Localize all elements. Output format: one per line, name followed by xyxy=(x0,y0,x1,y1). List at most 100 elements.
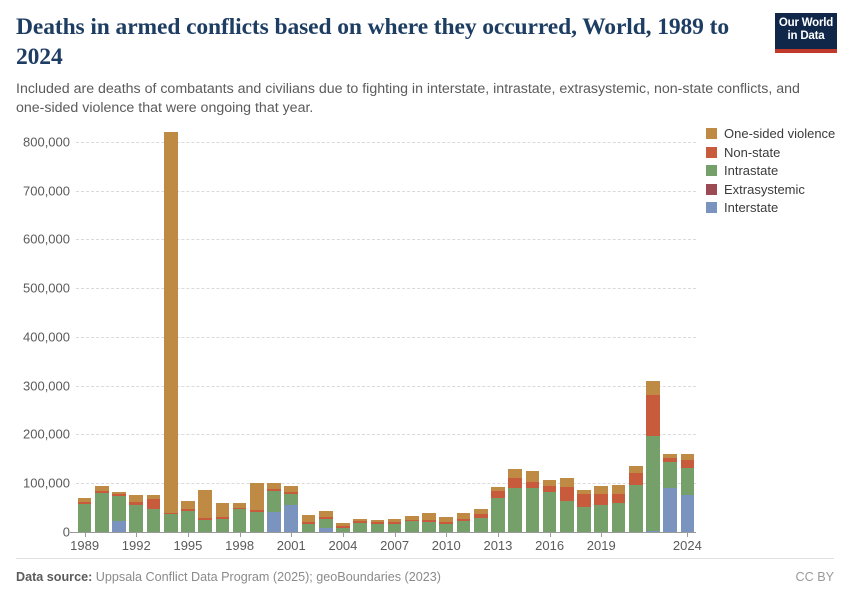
bar-segment-intrastate xyxy=(422,522,436,532)
gridline xyxy=(76,434,696,436)
bar-1992[interactable] xyxy=(129,495,144,532)
bar-segment-one-sided-violence xyxy=(646,381,660,395)
bar-segment-one-sided-violence xyxy=(663,453,678,459)
x-axis-label: 2001 xyxy=(276,538,306,553)
bar-2023[interactable] xyxy=(663,453,678,532)
owid-logo[interactable]: Our World in Data xyxy=(775,13,837,53)
bar-2006[interactable] xyxy=(370,519,385,532)
bar-2015[interactable] xyxy=(525,471,540,532)
bar-2014[interactable] xyxy=(508,468,523,532)
y-axis-label: 0 xyxy=(62,524,70,540)
y-axis-label: 200,000 xyxy=(23,426,70,442)
bar-2008[interactable] xyxy=(404,516,419,532)
bar-1995[interactable] xyxy=(181,500,195,532)
bar-segment-intrastate xyxy=(198,519,213,532)
data-source: Data source: Uppsala Conflict Data Progr… xyxy=(16,570,441,584)
legend-label: One-sided violence xyxy=(724,126,836,141)
bar-segment-interstate xyxy=(318,528,333,532)
bar-2002[interactable] xyxy=(301,515,316,532)
bar-segment-intrastate xyxy=(508,487,523,532)
legend-swatch-icon xyxy=(706,165,717,176)
x-axis-label: 1989 xyxy=(70,538,100,553)
bar-segment-one-sided-violence xyxy=(215,502,230,518)
legend-item-intrastate[interactable]: Intrastate xyxy=(706,163,850,178)
bar-2019[interactable] xyxy=(594,485,609,532)
bar-segment-intrastate xyxy=(680,467,695,495)
bar-2022[interactable] xyxy=(646,381,660,532)
bar-1996[interactable] xyxy=(198,489,213,532)
bar-2020[interactable] xyxy=(611,485,626,532)
bar-segment-intrastate xyxy=(112,495,126,522)
bar-2000[interactable] xyxy=(267,483,281,532)
bar-segment-one-sided-violence xyxy=(404,516,419,520)
bar-segment-one-sided-violence xyxy=(508,468,523,478)
bar-1999[interactable] xyxy=(249,483,264,532)
bar-1994[interactable] xyxy=(163,131,178,532)
bar-segment-non-state xyxy=(215,517,230,519)
legend-swatch-icon xyxy=(706,146,717,158)
x-axis-label: 2010 xyxy=(431,538,461,553)
bar-1990[interactable] xyxy=(94,485,109,532)
bar-2011[interactable] xyxy=(456,513,471,532)
bar-2009[interactable] xyxy=(422,512,436,532)
legend-item-interstate[interactable]: Interstate xyxy=(706,200,850,215)
bar-1989[interactable] xyxy=(77,498,92,532)
license-label[interactable]: CC BY xyxy=(795,570,835,584)
x-axis-tick xyxy=(187,532,189,537)
bar-2024[interactable] xyxy=(680,453,695,532)
bar-2004[interactable] xyxy=(336,522,350,532)
bar-1997[interactable] xyxy=(215,502,230,532)
bar-2021[interactable] xyxy=(628,466,643,532)
x-axis-tick xyxy=(84,532,86,537)
bar-2012[interactable] xyxy=(473,509,488,532)
bar-2016[interactable] xyxy=(542,480,557,532)
bar-segment-non-state xyxy=(284,492,299,494)
bar-segment-non-state xyxy=(387,522,402,524)
bar-segment-interstate xyxy=(284,504,299,532)
gridline xyxy=(76,288,696,290)
bar-segment-one-sided-violence xyxy=(232,502,247,508)
x-axis-tick xyxy=(549,532,551,537)
bar-segment-intrastate xyxy=(129,505,144,532)
x-axis-ticks: 1989 1992 1995 1998 2001 2004 2007 2010 2013 2016… xyxy=(70,532,702,558)
x-axis-label: 2019 xyxy=(586,538,616,553)
bar-2003[interactable] xyxy=(318,511,333,532)
bar-2005[interactable] xyxy=(353,518,368,532)
x-axis-tick xyxy=(136,532,138,537)
bars-container xyxy=(70,131,696,533)
bar-segment-one-sided-violence xyxy=(577,490,591,494)
bar-2017[interactable] xyxy=(559,478,574,532)
bar-2018[interactable] xyxy=(577,490,591,532)
bar-segment-one-sided-violence xyxy=(456,513,471,520)
legend-item-non-state[interactable]: Non-state xyxy=(706,145,850,160)
bar-2007[interactable] xyxy=(387,518,402,532)
legend-item-extrasystemic[interactable]: Extrasystemic xyxy=(706,182,850,197)
bar-2010[interactable] xyxy=(439,517,454,532)
bar-segment-non-state xyxy=(336,526,350,528)
bar-segment-one-sided-violence xyxy=(198,489,213,519)
bar-segment-one-sided-violence xyxy=(181,500,195,510)
bar-segment-intrastate xyxy=(559,500,574,532)
bar-2001[interactable] xyxy=(284,485,299,532)
bar-segment-intrastate xyxy=(267,491,281,512)
footer-divider xyxy=(16,558,834,559)
bar-1998[interactable] xyxy=(232,502,247,532)
bar-2013[interactable] xyxy=(491,487,505,532)
x-axis-tick xyxy=(291,532,293,537)
bar-segment-non-state xyxy=(680,459,695,468)
bar-segment-non-state xyxy=(249,510,264,512)
bar-segment-non-state xyxy=(198,518,213,520)
bar-1993[interactable] xyxy=(146,495,161,532)
x-axis-label: 1995 xyxy=(173,538,203,553)
legend-swatch-icon xyxy=(706,183,717,195)
bar-segment-non-state xyxy=(181,509,195,511)
legend-item-one-sided-violence[interactable]: One-sided violence xyxy=(706,126,850,141)
bar-segment-one-sided-violence xyxy=(112,491,126,494)
bar-segment-non-state xyxy=(646,394,660,437)
bar-segment-non-state xyxy=(163,512,178,514)
legend-label: Extrasystemic xyxy=(724,181,805,197)
bar-1991[interactable] xyxy=(112,491,126,532)
bar-segment-non-state xyxy=(232,507,247,510)
bar-segment-non-state xyxy=(542,486,557,492)
bar-segment-non-state xyxy=(422,520,436,523)
